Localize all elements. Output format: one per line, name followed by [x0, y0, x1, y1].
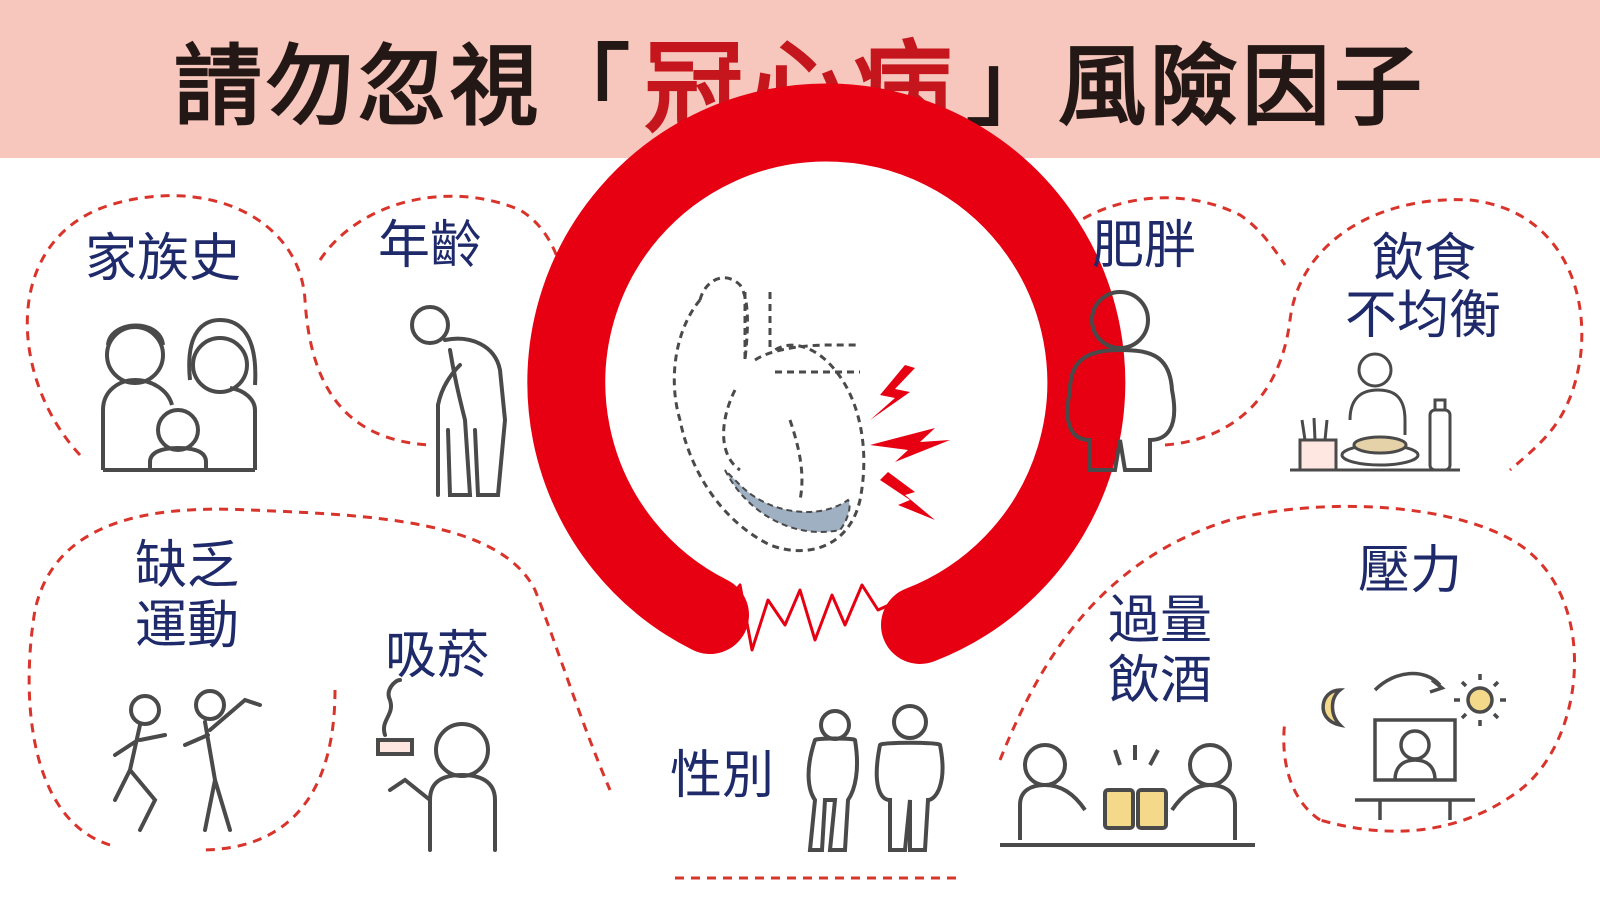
dashed-curve-smoking: [199, 689, 337, 852]
label-alcohol-line1: 過量: [1108, 591, 1213, 651]
label-stress: 壓力: [1358, 541, 1463, 601]
dashed-curve-exercise: [27, 507, 612, 847]
pain-bolt-icons: [870, 365, 950, 520]
label-diet-line1: 飲食: [1372, 229, 1477, 289]
diet-icon: [1290, 352, 1460, 472]
pain-bolt-top: [870, 365, 915, 420]
exercise-icon: [113, 689, 262, 832]
label-family-history: 家族史: [85, 229, 242, 289]
family-icon: [101, 317, 258, 472]
title-suffix: 風險因子: [1058, 34, 1427, 138]
label-smoking: 吸菸: [385, 626, 490, 686]
dashed-curve-family: [25, 194, 431, 457]
label-alcohol-line2: 飲酒: [1108, 651, 1213, 711]
page-title: 請勿忽視 「 冠心病 」 風險因子: [0, 0, 1600, 158]
gender-icon: [806, 704, 945, 852]
label-exercise-line1: 缺乏: [135, 536, 240, 596]
dashed-curve-age: [318, 194, 562, 266]
label-diet-line2: 不均衡: [1345, 286, 1502, 346]
obesity-icon: [1065, 290, 1177, 472]
heart-blockage-shading: [724, 469, 851, 533]
title-open-bracket: 「: [541, 34, 634, 138]
dashed-curve-stress: [998, 504, 1576, 833]
stress-icon: [1321, 671, 1506, 820]
central-ring: [527, 83, 1126, 664]
label-obesity: 肥胖: [1092, 216, 1197, 276]
dashed-curve-diet: [1164, 198, 1584, 472]
label-gender: 性別: [670, 746, 775, 806]
label-exercise-line2: 運動: [135, 596, 240, 656]
heart-icon: [672, 276, 866, 553]
elderly-icon: [410, 305, 508, 497]
alcohol-icon: [1000, 743, 1255, 847]
label-age: 年齡: [378, 216, 483, 276]
title-prefix: 請勿忽視: [173, 34, 542, 138]
ecg-line: [704, 583, 901, 652]
dashed-curve-stress-tail: [1282, 719, 1321, 822]
pain-bolt-bottom: [880, 472, 935, 520]
pain-bolt-middle: [870, 428, 950, 462]
title-close-bracket: 」: [966, 34, 1059, 138]
smoking-icon: [376, 678, 497, 852]
